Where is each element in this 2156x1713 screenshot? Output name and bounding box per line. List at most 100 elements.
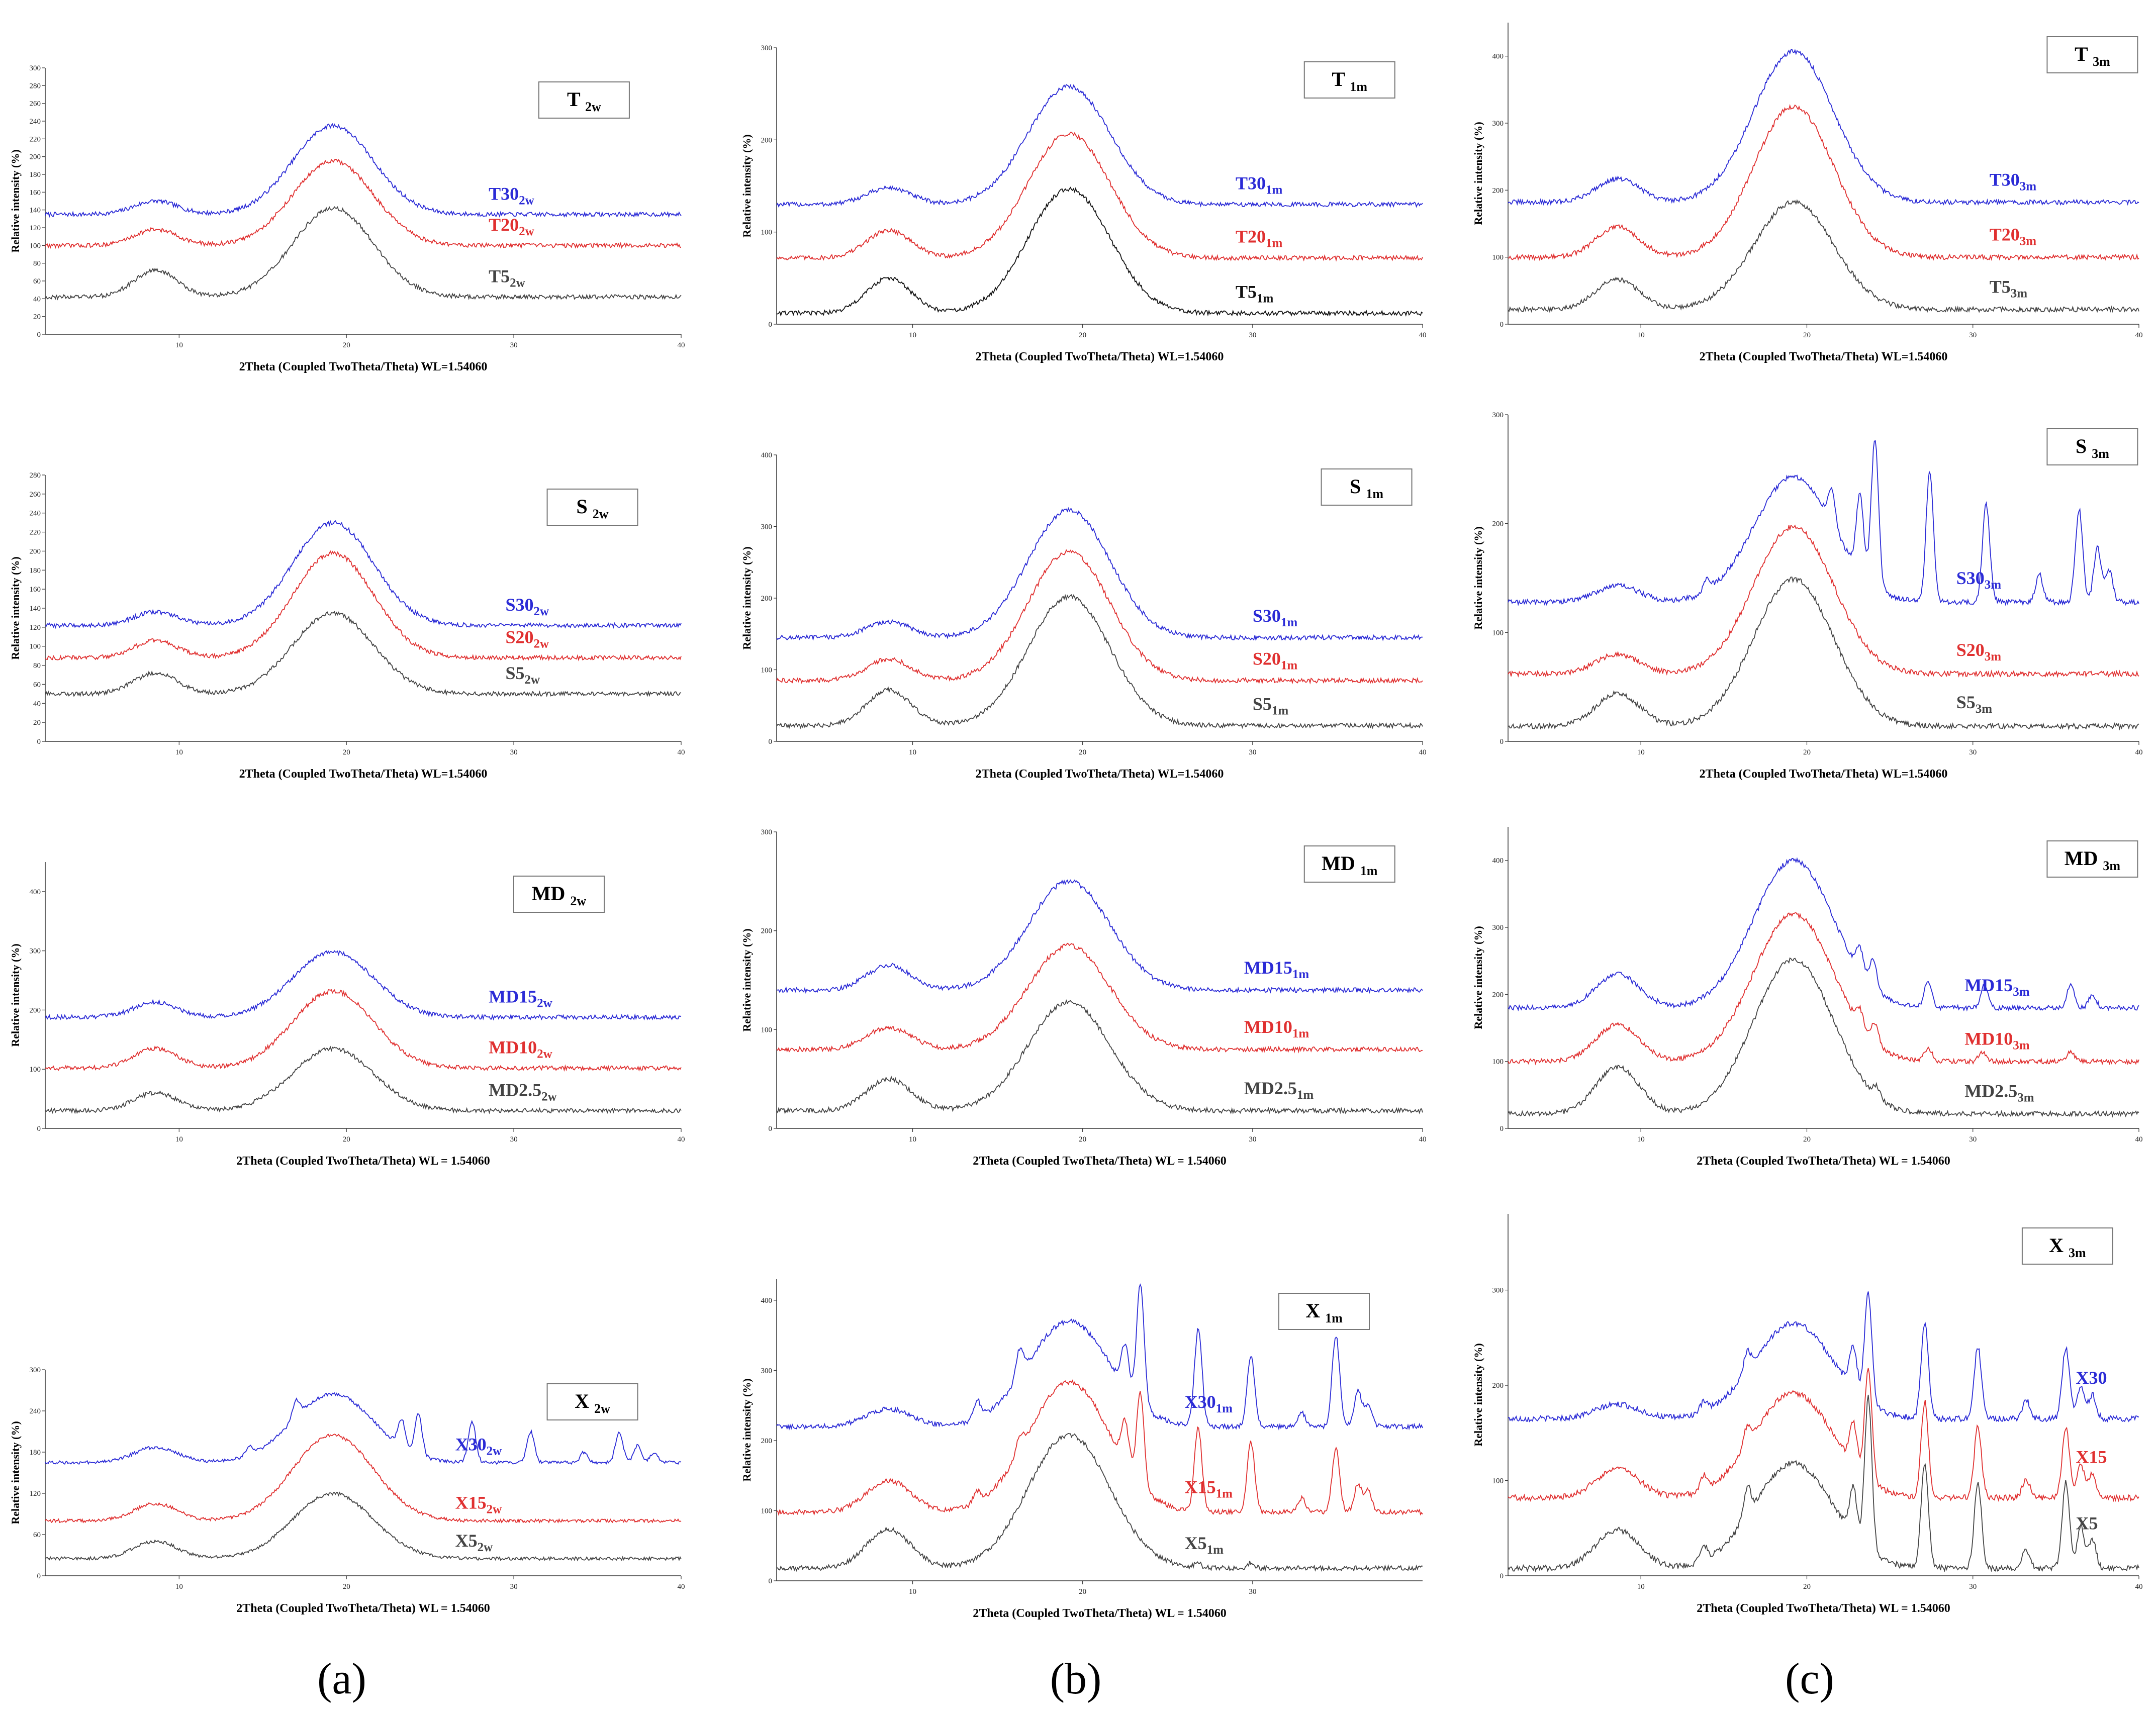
panel-label-c: (c): [1785, 1655, 1834, 1703]
x-tick-label: 10: [909, 1588, 916, 1596]
xrd-chart-T-2w: 0 20 40 60 80 100 120 140 160 180 200 220 240 260 280 3…: [9, 64, 685, 373]
x-tick-label: 30: [1969, 331, 1977, 339]
x-tick-label: 30: [1969, 748, 1977, 756]
y-tick-label: 0: [37, 331, 41, 339]
y-tick-label: 200: [1492, 520, 1504, 528]
x-tick-label: 10: [909, 1135, 916, 1144]
chart-title-main: T: [1332, 68, 1350, 90]
y-tick-label: 60: [33, 1531, 41, 1539]
chart-title-subscript: 2w: [585, 100, 601, 114]
xrd-chart-X-1m: 0 100 200 300 400 10 20 30 2Theta (Coupled TwoTh…: [740, 1279, 1423, 1620]
y-tick-label: 200: [1492, 991, 1504, 999]
y-tick-label: 20: [33, 719, 41, 727]
xrd-chart-MD-1m: 0 100 200 300 10 20 30 40 2Theta (Coupled TwoThe…: [740, 828, 1427, 1168]
series-label: S201m: [1253, 649, 1298, 673]
chart-title: S 3m: [2076, 435, 2109, 461]
series-line-t5: [776, 186, 1423, 317]
chart-title-box: MD 3m: [2046, 840, 2138, 878]
x-axis-title: 2Theta (Coupled TwoTheta/Theta) WL = 1.5…: [236, 1602, 490, 1615]
series-label-subscript: 3m: [2020, 235, 2037, 248]
chart-title-box: X 2w: [546, 1383, 638, 1420]
y-tick-label: 260: [30, 491, 41, 499]
x-tick-label: 30: [1969, 1583, 1977, 1591]
series-label-name: X15: [2076, 1447, 2107, 1467]
series-label-name: X30: [1185, 1392, 1216, 1412]
y-tick-label: 400: [1492, 857, 1504, 865]
xrd-chart-X-3m: 0 100 200 300 10 20 30 40 2Theta (Coupled TwoThe…: [1472, 1214, 2143, 1615]
series-label-subscript: 2w: [487, 1445, 502, 1458]
y-tick-label: 100: [1492, 1477, 1504, 1485]
series-label-subscript: 3m: [1985, 650, 2002, 663]
title-box-frame: [2046, 840, 2138, 878]
chart-title: T 1m: [1332, 68, 1367, 94]
chart-title-main: S: [2076, 435, 2092, 457]
y-tick-label: 80: [33, 260, 41, 268]
chart-title: T 2w: [567, 88, 601, 114]
series-label-subscript: 1m: [1216, 1487, 1233, 1500]
series-label: MD103m: [1964, 1029, 2029, 1053]
x-tick-label: 30: [1249, 1135, 1256, 1144]
series-label-subscript: 2w: [510, 276, 525, 290]
series-line-md10: [1508, 912, 2139, 1066]
chart-title: MD 1m: [1322, 852, 1378, 878]
y-tick-label: 400: [1492, 53, 1504, 61]
series-line-t5: [45, 206, 682, 301]
chart-title-main: X: [1305, 1299, 1325, 1322]
series-label: T302w: [489, 183, 534, 207]
y-tick-label: 120: [30, 224, 41, 232]
series-label-subscript: 2w: [537, 1048, 552, 1061]
x-tick-label: 20: [1079, 331, 1086, 339]
series-label-subscript: 3m: [2013, 985, 2030, 999]
chart-title-subscript: 1m: [1366, 487, 1383, 501]
series-label-subscript: 1m: [1216, 1402, 1233, 1415]
y-tick-label: 0: [769, 1125, 773, 1133]
x-axis-title: 2Theta (Coupled TwoTheta/Theta) WL=1.540…: [239, 360, 488, 373]
title-box-frame: [513, 876, 605, 913]
chart-title-main: X: [575, 1390, 594, 1412]
x-tick-label: 10: [909, 748, 916, 756]
title-box-frame: [2046, 428, 2138, 465]
x-tick-label: 20: [1803, 331, 1811, 339]
series-label: X15: [2076, 1447, 2107, 1467]
series-label-name: MD2.5: [489, 1080, 541, 1100]
title-box-frame: [1321, 468, 1413, 506]
y-tick-label: 100: [761, 1507, 773, 1515]
y-axis-title: Relative intensity (%): [740, 546, 753, 649]
series-label: MD102w: [489, 1037, 552, 1061]
y-tick-label: 220: [30, 529, 41, 537]
y-tick-label: 140: [30, 605, 41, 613]
chart-title-main: MD: [2065, 847, 2103, 870]
x-axis-title: 2Theta (Coupled TwoTheta/Theta) WL=1.540…: [1700, 768, 1948, 781]
chart-title: MD 2w: [532, 882, 587, 908]
series-label-name: S20: [505, 627, 533, 647]
chart-title-main: X: [2049, 1234, 2069, 1257]
y-axis-title: Relative intensity (%): [1472, 1343, 1484, 1446]
series-line-x30: [776, 1283, 1423, 1431]
series-label-name: S20: [1956, 640, 1985, 660]
x-tick-label: 40: [2135, 1135, 2143, 1144]
series-label: T201m: [1236, 227, 1283, 250]
series-label: S301m: [1253, 606, 1298, 629]
y-tick-label: 140: [30, 207, 41, 215]
chart-title-main: S: [1350, 475, 1366, 498]
chart-title-subscript: 1m: [1325, 1311, 1343, 1325]
series-label: T53m: [1990, 277, 2028, 301]
y-axis-title: Relative intensity (%): [9, 556, 22, 659]
series-label-subscript: 1m: [1281, 616, 1298, 629]
y-tick-label: 200: [761, 136, 773, 144]
x-tick-label: 40: [678, 748, 685, 756]
axes: 0 100 200 300 400 10 20 30 40: [1492, 827, 2143, 1144]
chart-title: S 1m: [1350, 475, 1383, 501]
y-tick-label: 100: [1492, 1058, 1504, 1066]
series-label-name: T5: [1990, 277, 2011, 297]
series-label: S53m: [1956, 692, 1993, 716]
chart-title-subscript: 2w: [593, 507, 609, 521]
axes: 0 100 200 300 10 20 30 40: [1492, 411, 2143, 756]
y-tick-label: 200: [30, 153, 41, 161]
chart-title: T 3m: [2075, 43, 2110, 69]
x-axis-title: 2Theta (Coupled TwoTheta/Theta) WL=1.540…: [976, 768, 1224, 781]
x-tick-label: 10: [1637, 1135, 1645, 1144]
y-tick-label: 200: [1492, 186, 1504, 195]
series-label: T202w: [489, 215, 534, 238]
series-label: MD153m: [1964, 975, 2029, 999]
